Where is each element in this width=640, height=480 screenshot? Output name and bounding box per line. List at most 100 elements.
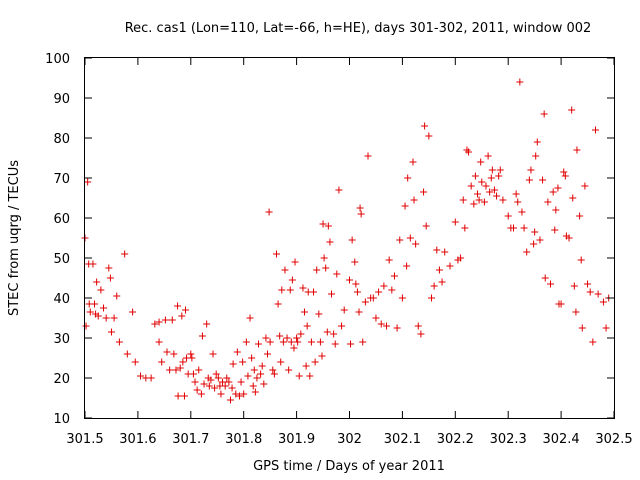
- data-point: [100, 304, 108, 312]
- data-point: [539, 176, 547, 184]
- data-point: [351, 258, 359, 266]
- x-axis-ticks: 301.5 301.6 301.7 301.8 301.9 302 302.1 302.2 30…: [66, 58, 633, 447]
- data-point: [578, 324, 586, 332]
- y-tick-label: 90: [53, 92, 70, 107]
- data-point: [328, 290, 336, 298]
- y-tick-label: 50: [53, 252, 70, 267]
- data-point: [198, 332, 206, 340]
- data-point: [262, 334, 270, 342]
- data-point: [496, 166, 504, 174]
- data-point: [393, 324, 401, 332]
- data-point: [283, 334, 291, 342]
- data-point: [290, 344, 298, 352]
- data-point: [163, 348, 171, 356]
- data-point: [214, 374, 222, 382]
- data-point: [110, 314, 118, 322]
- data-point: [490, 186, 498, 194]
- data-point: [193, 386, 201, 394]
- data-point: [266, 338, 274, 346]
- data-point: [561, 172, 569, 180]
- data-point: [115, 338, 123, 346]
- y-tick-label: 60: [53, 212, 70, 227]
- data-point: [178, 312, 186, 320]
- data-point: [121, 250, 129, 258]
- x-axis-label: GPS time / Days of year 2011: [253, 459, 445, 474]
- x-tick-label: 301.6: [119, 432, 156, 447]
- data-point: [488, 166, 496, 174]
- data-point: [480, 198, 488, 206]
- data-point: [123, 350, 131, 358]
- data-point: [586, 288, 594, 296]
- data-point: [591, 126, 599, 134]
- y-tick-label: 40: [53, 292, 70, 307]
- data-point: [353, 288, 361, 296]
- data-point: [568, 106, 576, 114]
- data-point: [471, 172, 479, 180]
- data-point: [258, 362, 266, 370]
- x-tick-label: 301.8: [225, 432, 262, 447]
- data-point: [233, 348, 241, 356]
- data-point: [129, 308, 137, 316]
- data-point: [200, 380, 208, 388]
- data-point: [324, 222, 332, 230]
- data-point: [323, 328, 331, 336]
- data-point: [260, 380, 268, 388]
- data-point: [509, 224, 517, 232]
- data-point: [565, 234, 573, 242]
- x-tick-label: 301.9: [278, 432, 315, 447]
- data-point: [277, 358, 285, 366]
- x-tick-label: 301.7: [172, 432, 209, 447]
- data-point: [594, 290, 602, 298]
- data-point: [191, 378, 199, 386]
- data-point: [285, 366, 293, 374]
- data-point: [182, 306, 190, 314]
- data-point: [403, 262, 411, 270]
- y-axis-label: STEC from uqrg / TECUs: [7, 160, 22, 316]
- data-point: [414, 322, 422, 330]
- data-point: [406, 234, 414, 242]
- data-point: [161, 316, 169, 324]
- x-tick-label: 302.2: [437, 432, 474, 447]
- data-point: [225, 378, 233, 386]
- y-tick-label: 10: [53, 412, 70, 427]
- data-point: [388, 286, 396, 294]
- data-point: [107, 328, 115, 336]
- data-point: [242, 338, 250, 346]
- data-point: [269, 366, 277, 374]
- data-point: [229, 360, 237, 368]
- data-point: [527, 166, 535, 174]
- data-points: [81, 78, 613, 404]
- data-point: [137, 372, 145, 380]
- data-point: [570, 282, 578, 290]
- data-point: [168, 316, 176, 324]
- data-point: [253, 374, 261, 382]
- data-point: [441, 248, 449, 256]
- data-point: [151, 320, 159, 328]
- data-point: [255, 340, 263, 348]
- data-point: [499, 196, 507, 204]
- data-point: [338, 322, 346, 330]
- data-point: [477, 158, 485, 166]
- data-point: [340, 306, 348, 314]
- data-point: [409, 158, 417, 166]
- data-point: [348, 236, 356, 244]
- data-point: [237, 378, 245, 386]
- data-point: [525, 176, 533, 184]
- data-point: [274, 300, 282, 308]
- data-point: [372, 314, 380, 322]
- data-point: [195, 366, 203, 374]
- data-point: [516, 78, 524, 86]
- data-point: [82, 322, 90, 330]
- data-point: [166, 366, 174, 374]
- data-point: [569, 194, 577, 202]
- data-point: [356, 204, 364, 212]
- data-point: [533, 138, 541, 146]
- data-point: [512, 190, 520, 198]
- data-point: [474, 190, 482, 198]
- data-point: [475, 196, 483, 204]
- data-point: [221, 382, 229, 390]
- data-point: [197, 390, 205, 398]
- data-point: [294, 338, 302, 346]
- data-point: [435, 266, 443, 274]
- data-point: [297, 330, 305, 338]
